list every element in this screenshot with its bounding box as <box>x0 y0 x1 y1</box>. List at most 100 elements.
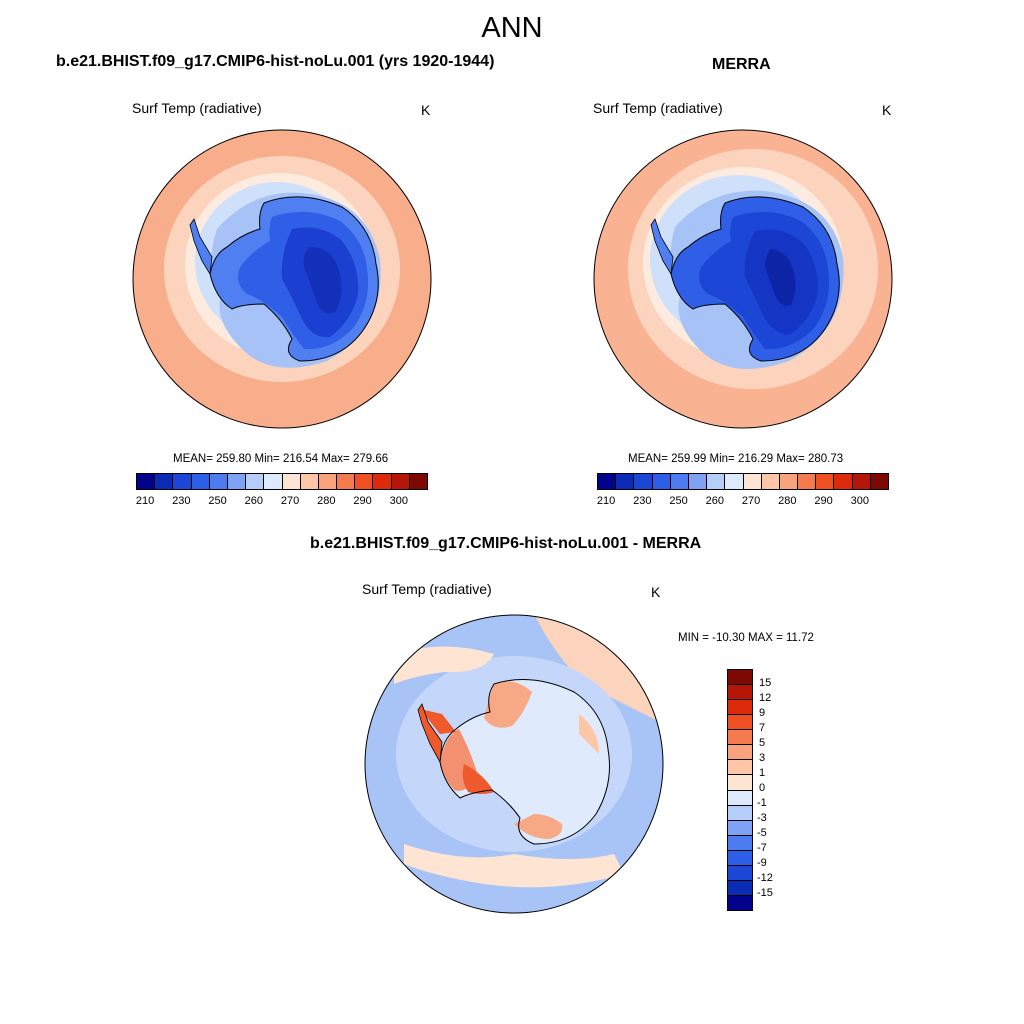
colorbar-swatch <box>798 474 817 489</box>
obs-panel-title: MERRA <box>712 56 771 73</box>
model-variable-label: Surf Temp (radiative) <box>132 100 262 116</box>
colorbar-swatch <box>761 474 780 489</box>
diff-ross-hot <box>462 764 494 794</box>
colorbar-swatch <box>318 474 338 489</box>
colorbar-tick-label: 230 <box>633 495 652 507</box>
model-colorbar-ticks: 210 230 250 260 270 280 290 300 <box>136 495 426 509</box>
diff-east-warm <box>579 714 599 754</box>
colorbar-swatch <box>725 474 744 489</box>
diff-variable-label: Surf Temp (radiative) <box>362 581 492 597</box>
colorbar-swatch <box>300 474 319 489</box>
model-polar-map <box>132 129 432 429</box>
colorbar-tick-label: -3 <box>757 812 767 824</box>
colorbar-swatch <box>728 790 752 806</box>
diff-units-label: K <box>651 584 661 600</box>
colorbar-swatch <box>728 835 752 851</box>
obs-variable-label: Surf Temp (radiative) <box>593 100 723 116</box>
colorbar-swatch <box>870 474 888 489</box>
colorbar-swatch <box>355 474 374 489</box>
obs-stats: MEAN= 259.99 Min= 216.29 Max= 280.73 <box>628 453 844 465</box>
colorbar-swatch <box>728 775 752 791</box>
colorbar-swatch <box>337 474 356 489</box>
colorbar-tick-label: 12 <box>759 692 772 704</box>
colorbar-swatch <box>652 474 671 489</box>
colorbar-swatch <box>670 474 689 489</box>
colorbar-tick-label: 290 <box>353 495 372 507</box>
colorbar-swatch <box>191 474 210 489</box>
colorbar-swatch <box>728 895 752 910</box>
obs-units-label: K <box>882 102 892 118</box>
colorbar-tick-label: 9 <box>759 707 766 719</box>
colorbar-tick-label: 270 <box>280 495 300 507</box>
colorbar-tick-label: 250 <box>208 495 227 507</box>
colorbar-swatch <box>779 474 799 489</box>
obs-colorbar-ticks: 210 230 250 260 270 280 290 300 <box>597 495 887 509</box>
colorbar-swatch <box>227 474 247 489</box>
colorbar-tick-label: 7 <box>759 722 766 734</box>
diff-coastline <box>439 679 610 845</box>
colorbar-swatch <box>728 760 752 776</box>
colorbar-tick-label: -9 <box>757 857 767 869</box>
colorbar-tick-label: 0 <box>759 782 766 794</box>
colorbar-swatch <box>409 474 427 489</box>
diff-coast-hot <box>420 709 456 734</box>
colorbar-swatch <box>728 850 752 866</box>
colorbar-swatch <box>728 865 752 881</box>
diff-colorbar <box>727 669 753 911</box>
obs-polar-map <box>593 129 893 429</box>
colorbar-swatch <box>728 685 752 701</box>
colorbar-swatch <box>728 715 752 731</box>
colorbar-swatch <box>834 474 853 489</box>
colorbar-tick-label: 300 <box>389 495 408 507</box>
colorbar-swatch <box>246 474 265 489</box>
obs-colorbar <box>597 473 889 490</box>
colorbar-swatch <box>728 820 752 836</box>
colorbar-swatch <box>373 474 392 489</box>
model-colorbar <box>136 473 428 490</box>
diff-wa-warm <box>484 681 532 728</box>
colorbar-swatch <box>707 474 726 489</box>
colorbar-swatch <box>137 474 156 489</box>
colorbar-tick-label: 210 <box>596 495 616 507</box>
colorbar-swatch <box>598 474 617 489</box>
diff-panel-title: b.e21.BHIST.f09_g17.CMIP6-hist-noLu.001 … <box>310 535 702 552</box>
obs-coastline <box>670 196 840 362</box>
diff-stats: MIN = -10.30 MAX = 11.72 <box>678 632 814 644</box>
colorbar-swatch <box>209 474 228 489</box>
model-stats: MEAN= 259.80 Min= 216.54 Max= 279.66 <box>173 453 389 465</box>
colorbar-tick-label: 270 <box>741 495 761 507</box>
diff-colorbar-ticks: 15 12 9 7 5 3 1 0 -1 -3 -5 -7 -9 -12 -15 <box>757 669 799 909</box>
colorbar-tick-label: 230 <box>172 495 191 507</box>
colorbar-tick-label: -12 <box>757 872 773 884</box>
colorbar-tick-label: 280 <box>317 495 336 507</box>
model-units-label: K <box>421 102 431 118</box>
model-coastline <box>209 196 379 362</box>
colorbar-swatch <box>688 474 708 489</box>
colorbar-tick-label: 290 <box>814 495 833 507</box>
diff-polar-map <box>364 614 664 914</box>
colorbar-swatch <box>728 730 752 746</box>
colorbar-tick-label: 1 <box>759 767 766 779</box>
colorbar-swatch <box>816 474 835 489</box>
diff-peninsula <box>417 703 443 764</box>
colorbar-tick-label: -1 <box>757 797 767 809</box>
colorbar-tick-label: 15 <box>759 677 772 689</box>
colorbar-swatch <box>264 474 283 489</box>
colorbar-swatch <box>616 474 635 489</box>
colorbar-swatch <box>728 880 752 896</box>
colorbar-swatch <box>282 474 301 489</box>
colorbar-swatch <box>391 474 410 489</box>
colorbar-tick-label: 250 <box>669 495 688 507</box>
colorbar-swatch <box>728 700 752 716</box>
obs-peninsula <box>650 218 674 276</box>
model-peninsula <box>189 218 213 276</box>
obs-antarctica-dome <box>765 249 796 306</box>
colorbar-swatch <box>155 474 174 489</box>
colorbar-swatch <box>634 474 653 489</box>
colorbar-tick-label: 260 <box>705 495 724 507</box>
colorbar-swatch <box>728 670 752 686</box>
model-antarctica-dome <box>303 247 342 314</box>
model-panel-title: b.e21.BHIST.f09_g17.CMIP6-hist-noLu.001 … <box>56 53 495 70</box>
colorbar-swatch <box>173 474 192 489</box>
colorbar-tick-label: 210 <box>135 495 155 507</box>
